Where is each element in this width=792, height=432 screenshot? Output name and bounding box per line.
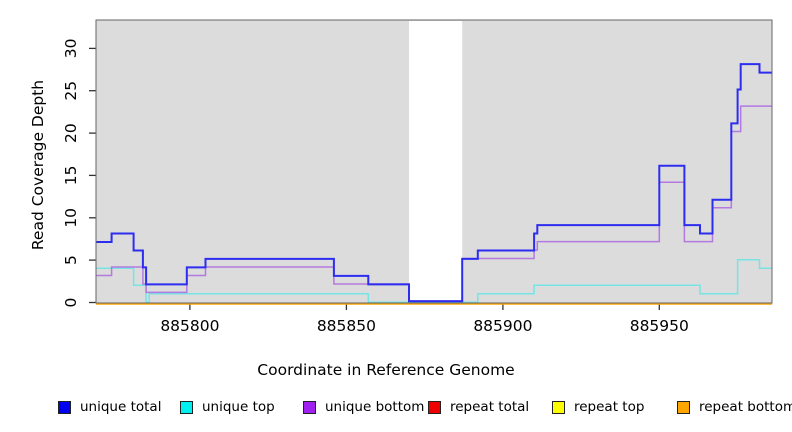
unique-top-swatch — [180, 400, 193, 414]
svg-text:885800: 885800 — [160, 317, 219, 335]
x-axis-title: Coordinate in Reference Genome — [257, 361, 515, 379]
unique-bottom-swatch — [303, 400, 316, 414]
y-axis-title: Read Coverage Depth — [29, 79, 47, 251]
svg-text:25: 25 — [62, 81, 80, 101]
repeat-top-swatch — [552, 400, 565, 414]
svg-text:885900: 885900 — [473, 317, 532, 335]
unique-total-swatch — [58, 400, 71, 414]
legend-label: unique bottom — [325, 399, 425, 415]
svg-text:885950: 885950 — [630, 317, 689, 335]
legend-item-repeat-top: repeat top — [552, 398, 644, 416]
svg-text:20: 20 — [62, 123, 80, 143]
legend-label: repeat bottom — [699, 399, 792, 415]
svg-text:15: 15 — [62, 166, 80, 186]
repeat-bottom-swatch — [677, 400, 690, 414]
svg-text:30: 30 — [62, 39, 80, 59]
legend-label: repeat top — [574, 399, 645, 415]
legend-item-unique-top: unique top — [180, 398, 275, 416]
svg-text:5: 5 — [62, 255, 80, 265]
repeat-total-swatch — [428, 400, 441, 414]
svg-text:885850: 885850 — [317, 317, 376, 335]
svg-text:10: 10 — [62, 208, 80, 228]
legend-item-unique-total: unique total — [58, 398, 161, 416]
legend-item-repeat-total: repeat total — [428, 398, 529, 416]
legend: unique total unique top unique bottom re… — [0, 398, 792, 420]
legend-label: unique total — [80, 399, 162, 415]
legend-item-repeat-bottom: repeat bottom — [677, 398, 792, 416]
legend-label: repeat total — [450, 399, 530, 415]
legend-label: unique top — [202, 399, 275, 415]
legend-item-unique-bottom: unique bottom — [303, 398, 424, 416]
svg-text:0: 0 — [62, 298, 80, 308]
